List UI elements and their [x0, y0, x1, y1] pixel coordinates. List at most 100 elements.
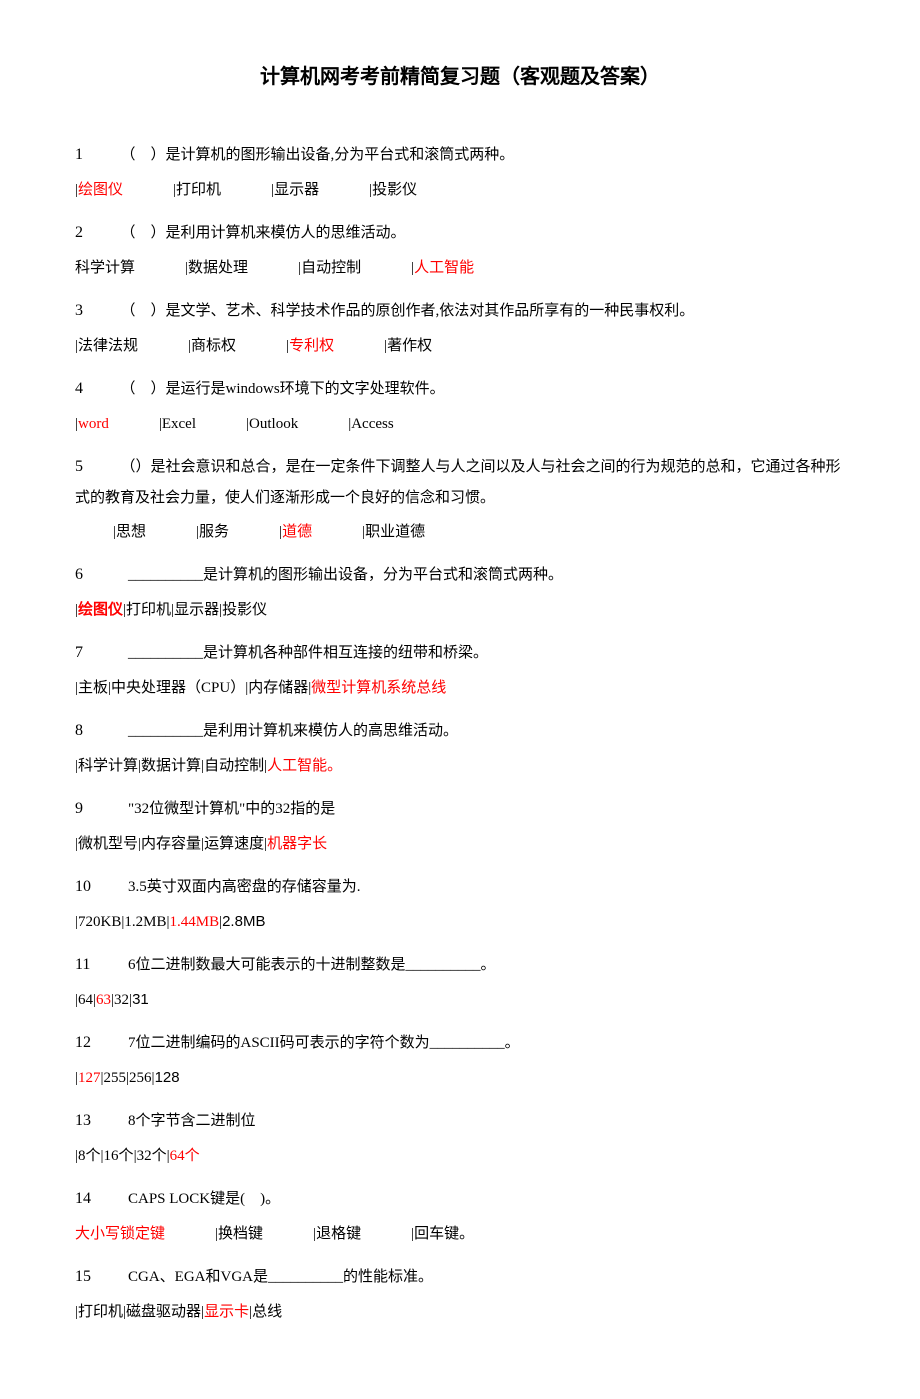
- option-label: 打印机: [176, 182, 221, 198]
- question-content: 6位二进制数最大可能表示的十进制整数是__________。: [113, 957, 496, 973]
- option-label: 自动控制: [301, 260, 361, 276]
- option: 科学计算: [75, 253, 135, 283]
- option-label: 中央处理器（CPU）: [111, 680, 245, 696]
- option: |自动控制: [298, 253, 361, 283]
- question-block: 14 CAPS LOCK键是( )。大小写锁定键|换档键|退格键|回车键。: [75, 1183, 845, 1249]
- option-label: 内存容量: [141, 836, 201, 852]
- options-row: |法律法规|商标权|专利权|著作权: [75, 331, 845, 361]
- option-label: 1.2MB: [124, 914, 166, 930]
- options-row: |64|63|32|31: [75, 985, 845, 1015]
- question-number: 9: [75, 793, 113, 825]
- option-label: 著作权: [387, 338, 432, 354]
- option: |Excel: [159, 409, 196, 439]
- question-content: __________是利用计算机来模仿人的高思维活动。: [113, 723, 458, 739]
- question-text: 1 （ ）是计算机的图形输出设备,分为平台式和滚筒式两种。: [75, 139, 845, 171]
- option: |服务: [196, 517, 229, 547]
- options-row: 大小写锁定键|换档键|退格键|回车键。: [75, 1219, 845, 1249]
- question-content: 3.5英寸双面内高密盘的存储容量为.: [113, 879, 361, 895]
- option-label: 磁盘驱动器: [126, 1304, 201, 1320]
- option-label: 32: [114, 992, 129, 1008]
- option-label: 科学计算: [78, 758, 138, 774]
- question-content: __________是计算机各种部件相互连接的纽带和桥梁。: [113, 645, 488, 661]
- option-label: 64: [78, 992, 93, 1008]
- option-label: word: [78, 416, 109, 432]
- option: |显示器: [271, 175, 319, 205]
- option-label: 63: [96, 992, 111, 1008]
- question-block: 2 （ ）是利用计算机来模仿人的思维活动。科学计算|数据处理|自动控制|人工智能: [75, 217, 845, 283]
- option-label: 职业道德: [365, 524, 425, 540]
- option-label: 128: [155, 1069, 180, 1086]
- question-block: 6 __________是计算机的图形输出设备，分为平台式和滚筒式两种。|绘图仪…: [75, 559, 845, 625]
- option: |打印机: [173, 175, 221, 205]
- option-label: 256: [129, 1070, 152, 1086]
- option-label: Outlook: [249, 416, 298, 432]
- question-block: 12 7位二进制编码的ASCII码可表示的字符个数为__________。 |12…: [75, 1027, 845, 1093]
- option-label: Excel: [162, 416, 196, 432]
- option-label: 人工智能。: [267, 758, 342, 774]
- question-number: 14: [75, 1183, 113, 1215]
- question-number: 13: [75, 1105, 113, 1137]
- option: |Access: [348, 409, 394, 439]
- option: 大小写锁定键: [75, 1219, 165, 1249]
- option-label: 32个: [137, 1148, 167, 1164]
- option: |数据处理: [185, 253, 248, 283]
- option-label: 微机型号: [78, 836, 138, 852]
- question-text: 6 __________是计算机的图形输出设备，分为平台式和滚筒式两种。: [75, 559, 845, 591]
- option-label: 主板: [78, 680, 108, 696]
- question-content: （）是社会意识和总合，是在一定条件下调整人与人之间以及人与社会之间的行为规范的总…: [75, 459, 841, 506]
- question-text: 11 6位二进制数最大可能表示的十进制整数是__________。: [75, 949, 845, 981]
- option: |思想: [113, 517, 146, 547]
- question-number: 6: [75, 559, 113, 591]
- question-number: 12: [75, 1027, 113, 1059]
- option-label: 微型计算机系统总线: [311, 680, 446, 696]
- option-label: 大小写锁定键: [75, 1226, 165, 1242]
- question-content: 7位二进制编码的ASCII码可表示的字符个数为__________。: [113, 1035, 520, 1051]
- question-text: 3 （ ）是文学、艺术、科学技术作品的原创作者,依法对其作品所享有的一种民事权利…: [75, 295, 845, 327]
- question-block: 4 （ ）是运行是windows环境下的文字处理软件。|word|Excel|O…: [75, 373, 845, 439]
- options-row: 科学计算 |数据处理 |自动控制 |人工智能: [75, 253, 845, 283]
- question-text: 7 __________是计算机各种部件相互连接的纽带和桥梁。: [75, 637, 845, 669]
- options-row: |思想|服务|道德|职业道德: [75, 517, 845, 547]
- option: |绘图仪: [75, 175, 123, 205]
- option-label: 绘图仪: [78, 602, 123, 618]
- options-row: |绘图仪|打印机|显示器|投影仪: [75, 175, 845, 205]
- option-label: 720KB: [78, 914, 121, 930]
- option-label: 31: [132, 991, 149, 1008]
- question-block: 7 __________是计算机各种部件相互连接的纽带和桥梁。|主板|中央处理器…: [75, 637, 845, 703]
- option-label: 总线: [252, 1304, 282, 1320]
- option: |word: [75, 409, 109, 439]
- option-label: 退格键: [316, 1226, 361, 1242]
- option-label: 打印机: [126, 602, 171, 618]
- option: |人工智能: [411, 253, 474, 283]
- question-number: 11: [75, 949, 113, 981]
- question-number: 15: [75, 1261, 113, 1293]
- options-row: |微机型号|内存容量|运算速度|机器字长: [75, 829, 845, 859]
- option-label: 绘图仪: [78, 182, 123, 198]
- question-text: 10 3.5英寸双面内高密盘的存储容量为.: [75, 871, 845, 903]
- document-title: 计算机网考考前精简复习题（客观题及答案）: [75, 60, 845, 89]
- question-text: 14 CAPS LOCK键是( )。: [75, 1183, 845, 1215]
- option-label: 16个: [104, 1148, 134, 1164]
- option-label: 投影仪: [372, 182, 417, 198]
- option-label: Access: [351, 416, 393, 432]
- question-number: 2: [75, 217, 113, 249]
- option-label: 显示卡: [204, 1304, 249, 1320]
- option-label: 内存储器: [248, 680, 308, 696]
- option-label: 2.8MB: [222, 913, 265, 930]
- question-number: 8: [75, 715, 113, 747]
- options-row: |127|255|256|128: [75, 1063, 845, 1093]
- option-label: 投影仪: [222, 602, 267, 618]
- option-label: 打印机: [78, 1304, 123, 1320]
- option-label: 数据计算: [141, 758, 201, 774]
- question-content: "32位微型计算机"中的32指的是: [113, 801, 335, 817]
- options-row: |科学计算|数据计算|自动控制|人工智能。: [75, 751, 845, 781]
- question-block: 5 （）是社会意识和总合，是在一定条件下调整人与人之间以及人与社会之间的行为规范…: [75, 451, 845, 547]
- question-text: 15 CGA、EGA和VGA是__________的性能标准。: [75, 1261, 845, 1293]
- option-label: 商标权: [191, 338, 236, 354]
- question-content: （ ）是计算机的图形输出设备,分为平台式和滚筒式两种。: [113, 147, 514, 163]
- option-label: 127: [78, 1070, 101, 1086]
- question-block: 1 （ ）是计算机的图形输出设备,分为平台式和滚筒式两种。 |绘图仪 |打印机 |显示…: [75, 139, 845, 205]
- option-label: 数据处理: [188, 260, 248, 276]
- question-text: 5 （）是社会意识和总合，是在一定条件下调整人与人之间以及人与社会之间的行为规范…: [75, 451, 845, 513]
- option: |退格键: [313, 1219, 361, 1249]
